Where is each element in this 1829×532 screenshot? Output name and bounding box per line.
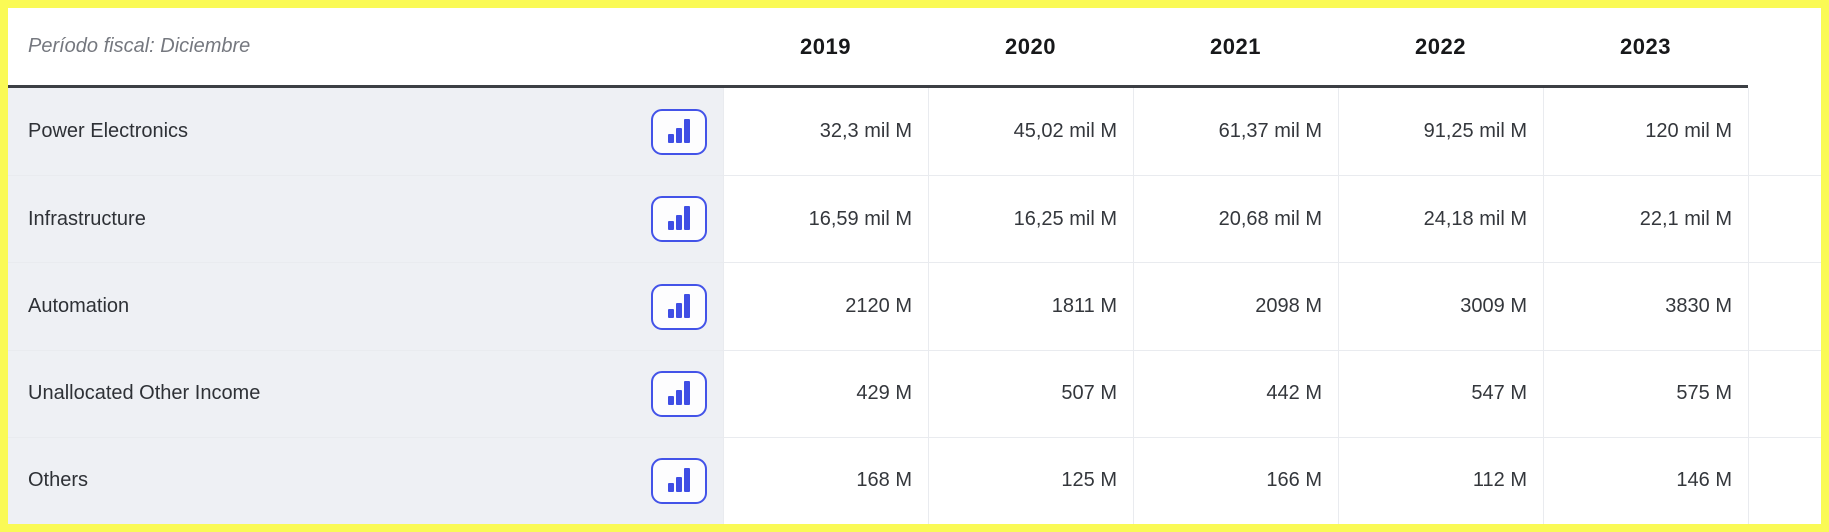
year-header-2020: 2020 [928, 8, 1133, 88]
segment-value: 547 M [1471, 382, 1527, 405]
value-cell: 168 M [723, 436, 928, 524]
value-cell: 16,25 mil M [928, 175, 1133, 263]
open-chart-button[interactable] [651, 370, 707, 417]
value-cell: 125 M [928, 436, 1133, 524]
value-cell: 32,3 mil M [723, 88, 928, 176]
segment-value: 3009 M [1460, 295, 1527, 317]
segment-value: 24,18 mil M [1423, 207, 1527, 230]
segment-label-cell: Power Electronics [8, 88, 723, 176]
open-chart-button[interactable] [651, 196, 707, 243]
segment-value: 1811 M [1051, 295, 1117, 317]
bar-chart-icon [668, 467, 690, 492]
segment-value: 16,59 mil M [808, 207, 912, 230]
segment-value: 2120 M [845, 295, 912, 317]
segment-label: Power Electronics [28, 120, 189, 143]
segment-value: 3830 M [1665, 295, 1732, 317]
segment-value: 61,37 mil M [1218, 120, 1322, 143]
segment-label-cell: Unallocated Other Income [8, 349, 723, 437]
bar-chart-icon [668, 118, 690, 143]
value-cell: 575 M [1543, 349, 1748, 437]
value-cell: 45,02 mil M [928, 88, 1133, 176]
row-filler [1748, 88, 1821, 176]
value-cell: 166 M [1133, 436, 1338, 524]
period-cell: Período fiscal: Diciembre [8, 8, 723, 88]
segment-label: Unallocated Other Income [28, 382, 261, 405]
value-cell: 112 M [1338, 436, 1543, 524]
table-row: Others 168 M 125 M 166 M 112 M 146 M [8, 436, 1821, 524]
segment-label: Others [28, 469, 89, 492]
segment-value: 22,1 mil M [1639, 207, 1732, 230]
bar-chart-icon [668, 380, 690, 405]
year-label: 2019 [800, 33, 851, 59]
segment-label: Infrastructure [28, 207, 146, 230]
value-cell: 3830 M [1543, 262, 1748, 350]
bar-chart-icon [668, 206, 690, 231]
segment-value: 166 M [1266, 469, 1322, 492]
segment-value: 32,3 mil M [819, 120, 912, 143]
open-chart-button[interactable] [651, 108, 707, 155]
value-cell: 2120 M [723, 262, 928, 350]
year-label: 2023 [1620, 33, 1671, 59]
row-filler [1748, 349, 1821, 437]
segment-label-cell: Others [8, 436, 723, 524]
value-cell: 20,68 mil M [1133, 175, 1338, 263]
table-header-row: Período fiscal: Diciembre 2019 2020 2021… [8, 8, 1821, 88]
segment-value: 16,25 mil M [1013, 207, 1117, 230]
segment-value: 91,25 mil M [1423, 120, 1527, 143]
value-cell: 3009 M [1338, 262, 1543, 350]
year-label: 2021 [1210, 33, 1261, 59]
segment-value: 168 M [856, 469, 912, 492]
table-row: Infrastructure 16,59 mil M 16,25 mil M 2… [8, 175, 1821, 263]
row-filler [1748, 175, 1821, 263]
open-chart-button[interactable] [651, 283, 707, 330]
table-row: Unallocated Other Income 429 M 507 M 442… [8, 349, 1821, 437]
fiscal-period-label: Período fiscal: Diciembre [28, 35, 251, 57]
value-cell: 146 M [1543, 436, 1748, 524]
year-label: 2022 [1415, 33, 1466, 59]
value-cell: 1811 M [928, 262, 1133, 350]
value-cell: 547 M [1338, 349, 1543, 437]
table-row: Automation 2120 M 1811 M 2098 M 3009 M 3… [8, 262, 1821, 350]
segment-value: 112 M [1472, 469, 1527, 492]
bar-chart-icon [668, 293, 690, 318]
value-cell: 120 mil M [1543, 88, 1748, 176]
segment-value: 429 M [856, 382, 912, 405]
segment-label-cell: Infrastructure [8, 175, 723, 263]
value-cell: 442 M [1133, 349, 1338, 437]
row-filler [1748, 436, 1821, 524]
row-filler [1748, 262, 1821, 350]
header-filler [1748, 8, 1821, 88]
segment-value: 507 M [1061, 382, 1117, 405]
segment-value: 125 M [1061, 469, 1117, 492]
year-header-2023: 2023 [1543, 8, 1748, 88]
value-cell: 24,18 mil M [1338, 175, 1543, 263]
value-cell: 91,25 mil M [1338, 88, 1543, 176]
segment-value: 120 mil M [1645, 120, 1732, 143]
segment-label-cell: Automation [8, 262, 723, 350]
value-cell: 429 M [723, 349, 928, 437]
table-row: Power Electronics 32,3 mil M 45,02 mil M… [8, 88, 1821, 176]
year-header-2022: 2022 [1338, 8, 1543, 88]
segment-value: 146 M [1676, 469, 1732, 492]
value-cell: 2098 M [1133, 262, 1338, 350]
segment-value: 575 M [1676, 382, 1732, 405]
year-label: 2020 [1005, 33, 1056, 59]
segment-value: 2098 M [1255, 295, 1322, 317]
segment-value: 20,68 mil M [1218, 207, 1322, 230]
value-cell: 61,37 mil M [1133, 88, 1338, 176]
segment-value: 442 M [1266, 382, 1322, 405]
year-header-2021: 2021 [1133, 8, 1338, 88]
open-chart-button[interactable] [651, 457, 707, 504]
segment-value: 45,02 mil M [1013, 120, 1117, 143]
value-cell: 16,59 mil M [723, 175, 928, 263]
value-cell: 22,1 mil M [1543, 175, 1748, 263]
segment-label: Automation [28, 295, 130, 317]
year-header-2019: 2019 [723, 8, 928, 88]
value-cell: 507 M [928, 349, 1133, 437]
